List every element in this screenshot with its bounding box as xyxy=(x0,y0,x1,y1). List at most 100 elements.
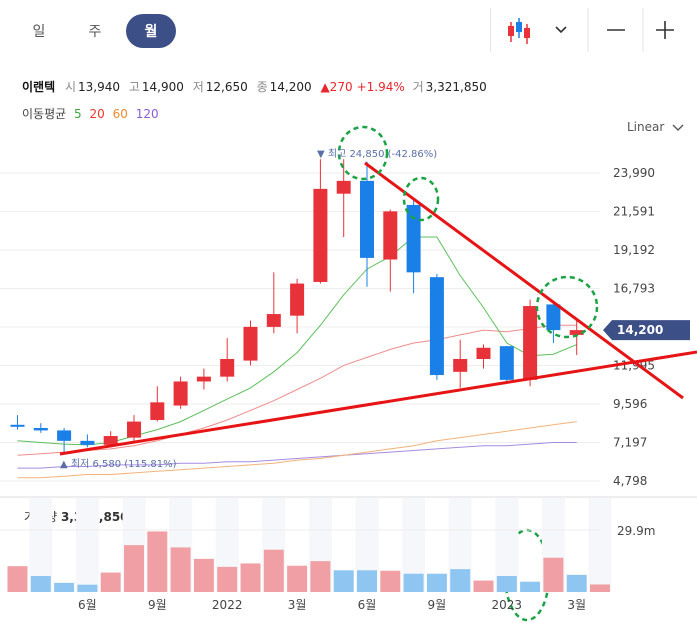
ma20-line xyxy=(17,324,577,456)
open-label: 시 xyxy=(64,80,76,94)
ma-5: 5 xyxy=(74,107,82,121)
volume-column-shade xyxy=(495,498,519,592)
volume-bar xyxy=(403,573,424,592)
candle-body xyxy=(499,346,514,380)
y-tick-label: 7,197 xyxy=(613,436,647,450)
tab-day[interactable]: 일 xyxy=(32,24,46,40)
candle-body xyxy=(383,211,398,260)
close-value: 14,200 xyxy=(269,80,312,94)
low-label: 저 xyxy=(192,80,204,94)
annotation-circle xyxy=(402,176,440,222)
volume-bar xyxy=(310,561,331,592)
y-tick-label: 9,596 xyxy=(613,397,647,411)
volume-title: 거래량 xyxy=(24,510,58,524)
x-tick-label: 6월 xyxy=(358,598,377,612)
volume-bar xyxy=(426,573,447,592)
candle-body xyxy=(429,277,444,376)
candle-body xyxy=(103,436,118,445)
volume-bar xyxy=(590,584,610,592)
min-price-label: ▲ 최저 6,580 (115.81%) xyxy=(60,458,177,470)
volume-bar xyxy=(77,584,98,592)
candle-body xyxy=(313,188,328,282)
x-tick-label: 9월 xyxy=(428,598,447,612)
candle-body xyxy=(546,304,561,331)
ma-legend: 이동평균 5 20 60 120 xyxy=(22,105,159,122)
ma120-line xyxy=(17,442,577,469)
chart-toolbar xyxy=(490,8,697,52)
candle-body xyxy=(476,347,491,360)
volume-bar xyxy=(217,566,238,592)
volume-column-shade xyxy=(355,498,379,592)
scale-selector[interactable]: Linear xyxy=(627,120,684,134)
plus-icon[interactable] xyxy=(656,21,674,39)
y-tick-label: 4,798 xyxy=(613,474,647,488)
volume-header: 거래량 3,321,850 xyxy=(24,508,129,525)
candle-body xyxy=(57,430,72,441)
candle-body xyxy=(453,359,468,372)
candle-body xyxy=(127,421,141,438)
candle-body xyxy=(569,330,584,335)
y-tick-label: 14,394 xyxy=(613,320,655,334)
tab-month[interactable]: 월 xyxy=(126,14,176,48)
volume-bar xyxy=(193,558,214,592)
chevron-down-icon[interactable] xyxy=(555,26,567,34)
y-tick-label: 21,591 xyxy=(613,205,655,219)
y-tick-label: 16,793 xyxy=(613,282,655,296)
volume-bar xyxy=(263,549,284,592)
high-value: 14,900 xyxy=(141,80,184,94)
volume-bar xyxy=(124,545,144,592)
x-tick-label: 3월 xyxy=(288,598,307,612)
tab-week[interactable]: 주 xyxy=(88,24,102,40)
candle-body xyxy=(33,428,48,431)
candle-body xyxy=(336,180,351,194)
annotation-circle xyxy=(337,125,389,181)
volume-bar xyxy=(100,572,121,592)
x-tick-label: 2023 xyxy=(492,598,523,612)
current-price-text: 14,200 xyxy=(617,323,663,337)
candle-body xyxy=(10,424,25,427)
volume-column-shade xyxy=(448,498,472,592)
stock-name: 이랜텍 xyxy=(22,80,56,94)
support-trendline xyxy=(59,350,697,456)
ma-60: 60 xyxy=(112,107,128,121)
change-percent: +1.94% xyxy=(356,80,405,94)
price-info: 이랜텍 시 13,940 고 14,900 저 12,650 종 14,200 ▲270… xyxy=(22,78,492,95)
current-price-badge xyxy=(603,320,690,341)
volume-bar xyxy=(30,576,51,592)
candle-body xyxy=(360,180,374,258)
volume-bar xyxy=(333,570,354,592)
volume-column-shade xyxy=(541,498,565,592)
chevron-down-icon xyxy=(672,124,684,131)
candle-body xyxy=(196,376,211,382)
ma60-line xyxy=(17,421,577,479)
volume-bar xyxy=(287,565,308,592)
volume-column-shade xyxy=(262,498,286,592)
x-tick-label: 2022 xyxy=(212,598,243,612)
candle-body xyxy=(406,204,421,273)
volume-bar xyxy=(240,563,261,592)
annotation-circle xyxy=(503,528,551,622)
candle-body xyxy=(173,381,188,406)
max-price-label: ▼ 최고 24,850 (-42.86%) xyxy=(317,148,437,160)
annotation-circle xyxy=(535,275,599,339)
y-tick-label: 11,995 xyxy=(613,359,655,373)
candle-body xyxy=(80,440,95,445)
volume-bar xyxy=(496,576,517,592)
candle-body xyxy=(243,326,258,361)
candle-body xyxy=(150,402,165,420)
candle-body xyxy=(220,359,235,377)
volume-value: 3,321,850 xyxy=(425,80,487,94)
volume-label: 거 xyxy=(412,80,424,94)
volume-column-shade xyxy=(588,498,612,592)
candlestick-icon[interactable] xyxy=(508,18,530,44)
volume-column-shade xyxy=(402,498,426,592)
scale-label: Linear xyxy=(627,120,665,134)
ma5-line xyxy=(17,236,577,446)
volume-y-tick: 29.9m xyxy=(617,524,655,538)
volume-bar xyxy=(473,580,494,592)
volume-bar xyxy=(520,581,541,592)
candle-body xyxy=(266,314,281,327)
volume-bar xyxy=(543,557,564,592)
volume-bar xyxy=(54,582,75,592)
volume-bar xyxy=(7,566,28,592)
